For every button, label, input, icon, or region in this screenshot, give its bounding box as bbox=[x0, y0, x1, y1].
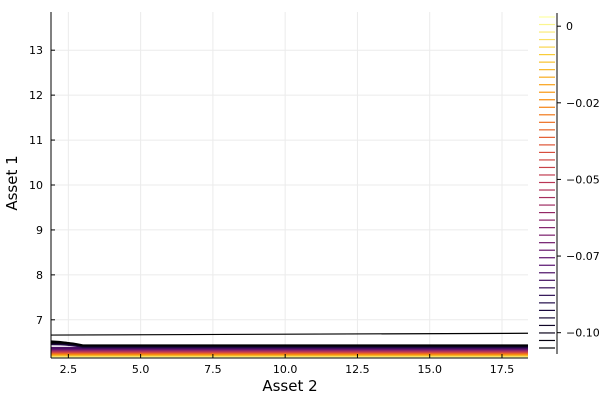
contour-line-hook bbox=[50, 340, 82, 347]
contour-line-upper bbox=[50, 332, 529, 336]
x-tick-label: 5.0 bbox=[132, 363, 150, 376]
y-tick-label: 11 bbox=[29, 134, 43, 147]
colorbar-tick-label: −0.02 bbox=[566, 97, 600, 110]
colorbar-ticks: 0 −0.02 −0.05 −0.07 −0.10 bbox=[557, 20, 600, 340]
y-tick-label: 9 bbox=[36, 224, 43, 237]
colorbar-tick-label: −0.10 bbox=[566, 327, 600, 340]
y-tick-label: 7 bbox=[36, 314, 43, 327]
x-tick-label: 15.0 bbox=[417, 363, 442, 376]
y-tick-label: 10 bbox=[29, 179, 43, 192]
colorbar-tick-label: −0.07 bbox=[566, 250, 600, 263]
x-axis-ticks: 2.5 5.0 7.5 10.0 12.5 15.0 17.5 bbox=[60, 354, 515, 376]
colorbar bbox=[539, 13, 558, 354]
y-tick-label: 12 bbox=[29, 89, 43, 102]
colorbar-tick-label: 0 bbox=[566, 20, 573, 33]
x-tick-label: 12.5 bbox=[345, 363, 370, 376]
contour-lines bbox=[50, 332, 529, 347]
x-tick-label: 7.5 bbox=[204, 363, 222, 376]
contour-band bbox=[50, 341, 528, 358]
grid bbox=[51, 12, 528, 358]
y-axis-ticks: 7 8 9 10 11 12 13 bbox=[29, 44, 55, 327]
y-axis-label: Asset 1 bbox=[3, 155, 21, 210]
y-tick-label: 8 bbox=[36, 269, 43, 282]
x-tick-label: 2.5 bbox=[60, 363, 78, 376]
colorbar-tick-label: −0.05 bbox=[566, 173, 600, 186]
y-tick-label: 13 bbox=[29, 44, 43, 57]
x-axis-label: Asset 2 bbox=[262, 377, 317, 395]
contour-band-line bbox=[50, 341, 528, 347]
x-tick-label: 10.0 bbox=[273, 363, 298, 376]
x-tick-label: 17.5 bbox=[490, 363, 515, 376]
